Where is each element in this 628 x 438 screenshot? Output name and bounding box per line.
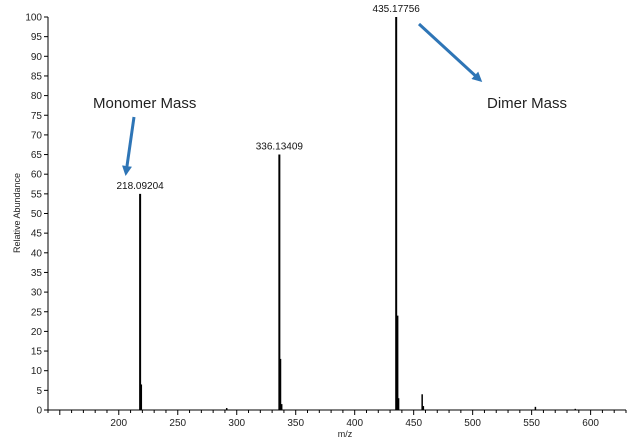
peak-label: 336.13409 [256,142,304,153]
y-tick-label: 75 [31,111,43,122]
y-tick-label: 40 [31,248,43,259]
peak-labels: 218.09204 336.13409 435.17756 [116,4,420,192]
y-tick-label: 35 [31,268,43,279]
x-axis-title: m/z [338,429,353,438]
x-tick-label: 450 [405,418,422,429]
y-tick-label: 90 [31,52,43,63]
y-tick-label: 20 [31,327,43,338]
dimer-mass-label: Dimer Mass [487,95,567,112]
dimer-annotation: Dimer Mass [417,22,567,112]
monomer-arrow [122,116,136,176]
y-tick-label: 15 [31,347,43,358]
monomer-mass-label: Monomer Mass [93,95,196,112]
peaks-series [139,17,577,410]
x-tick-label: 350 [287,418,304,429]
x-tick-label: 600 [582,418,599,429]
dimer-arrow [417,22,483,83]
y-axis-title: Relative Abundance [12,173,22,253]
x-tick-label: 250 [169,418,186,429]
x-tick-label: 300 [228,418,245,429]
y-tick-label: 50 [31,209,43,220]
x-tick-label: 400 [346,418,363,429]
x-tick-label: 550 [523,418,540,429]
y-tick-label: 55 [31,189,43,200]
y-tick-label: 70 [31,130,43,141]
x-tick-label: 500 [464,418,481,429]
y-tick-label: 0 [36,406,42,417]
y-tick-label: 100 [25,13,42,24]
peak-label: 435.17756 [373,4,421,15]
y-tick-label: 80 [31,91,43,102]
y-tick-label: 85 [31,71,43,82]
y-tick-label: 45 [31,229,43,240]
y-tick-label: 95 [31,32,43,43]
x-tick-label: 200 [110,418,127,429]
monomer-annotation: Monomer Mass [93,95,196,176]
peak-label: 218.09204 [116,181,164,192]
y-tick-label: 30 [31,288,43,299]
y-tick-label: 65 [31,150,43,161]
y-tick-label: 25 [31,307,43,318]
y-tick-label: 10 [31,366,43,377]
y-tick-label: 5 [36,386,42,397]
y-tick-label: 60 [31,170,43,181]
y-axis: 0 5 10 15 20 25 30 35 40 45 50 55 60 65 70 75 80 85 90 95 10… [25,13,49,417]
x-axis: 200 250 300 350 400 450 500 550 600 [47,409,627,429]
